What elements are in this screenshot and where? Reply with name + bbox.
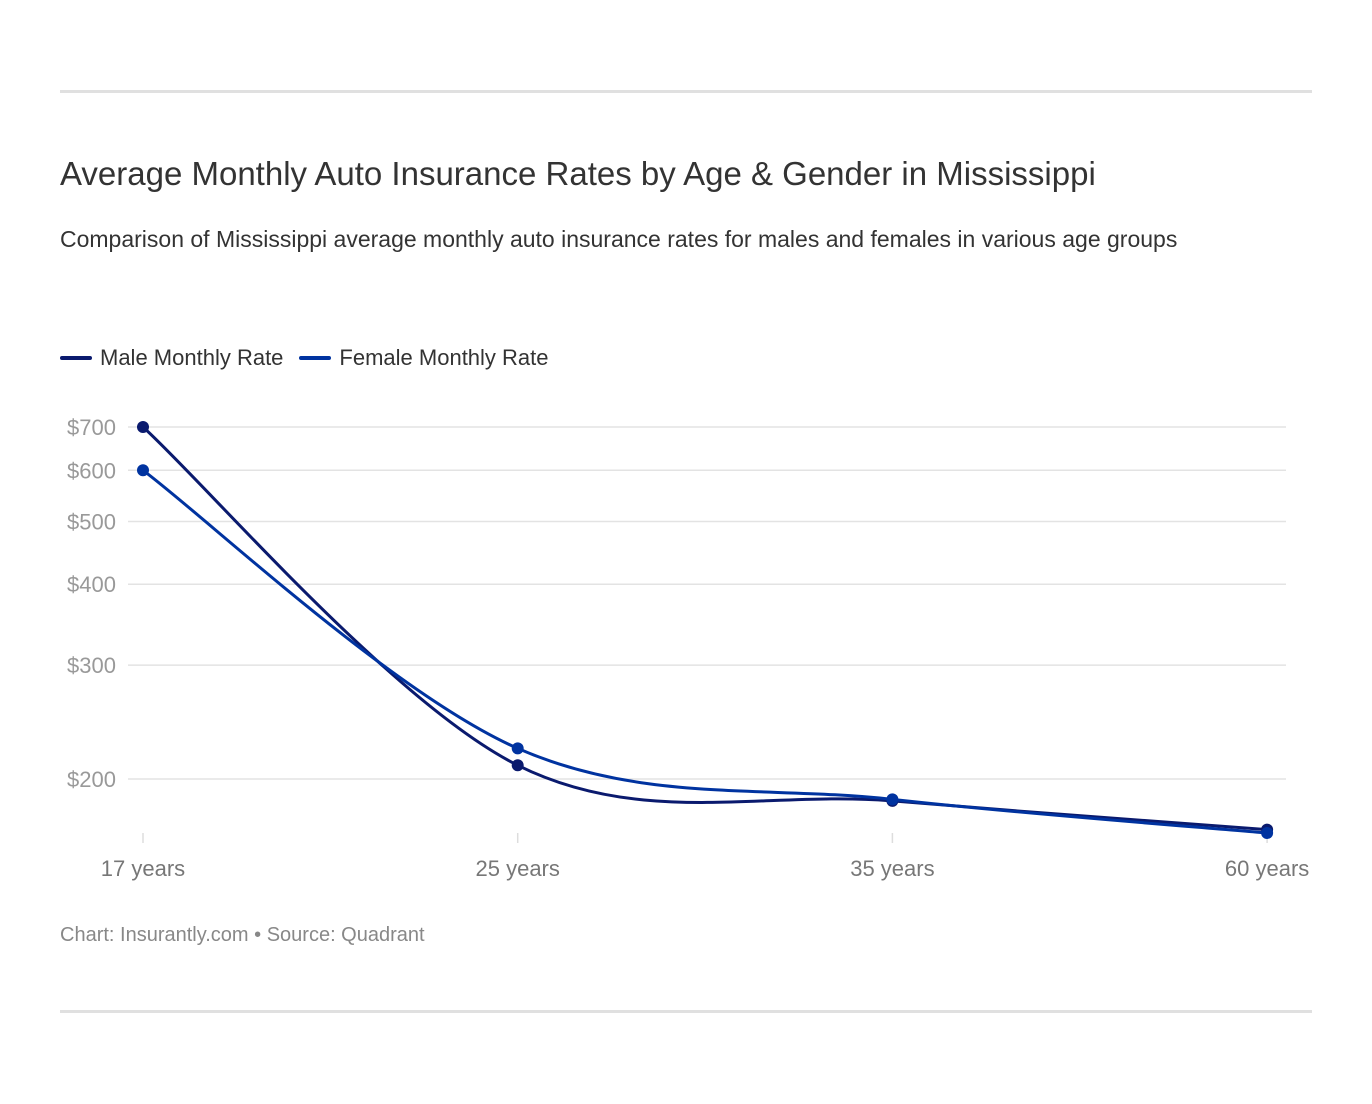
- legend-swatch-male: [60, 356, 92, 360]
- x-tick-label: 25 years: [476, 856, 560, 881]
- series-line-male: [141, 425, 1268, 832]
- legend-item-female[interactable]: Female Monthly Rate: [299, 345, 549, 371]
- data-point-female: [886, 793, 899, 806]
- legend-swatch-female: [299, 356, 332, 360]
- chart-title: Average Monthly Auto Insurance Rates by …: [60, 155, 1096, 192]
- y-tick-label: $600: [67, 458, 116, 483]
- legend-item-male[interactable]: Male Monthly Rate: [60, 345, 283, 371]
- y-tick-label: $300: [67, 653, 116, 678]
- chart-source: Chart: Insurantly.com • Source: Quadrant: [60, 924, 425, 946]
- y-tick-label: $500: [67, 510, 116, 535]
- top-divider: [60, 90, 1312, 93]
- x-tick-label: 35 years: [850, 856, 934, 881]
- data-point-male: [511, 759, 524, 772]
- y-tick-label: $400: [67, 572, 116, 597]
- series-line-female: [142, 469, 1268, 835]
- legend: Male Monthly Rate Female Monthly Rate: [60, 345, 549, 371]
- x-tick-label: 17 years: [101, 856, 185, 881]
- data-point-female: [137, 464, 149, 477]
- data-point-female: [1261, 827, 1274, 840]
- legend-label-male: Male Monthly Rate: [100, 345, 284, 370]
- data-point-male: [137, 420, 149, 433]
- chart-subtitle: Comparison of Mississippi average monthl…: [60, 226, 1178, 252]
- legend-label-female: Female Monthly Rate: [339, 345, 549, 370]
- bottom-divider: [60, 1010, 1312, 1013]
- x-tick-label: 60 years: [1225, 856, 1309, 881]
- y-tick-label: $200: [67, 767, 116, 792]
- data-point-female: [511, 742, 524, 755]
- y-tick-label: $700: [67, 415, 116, 440]
